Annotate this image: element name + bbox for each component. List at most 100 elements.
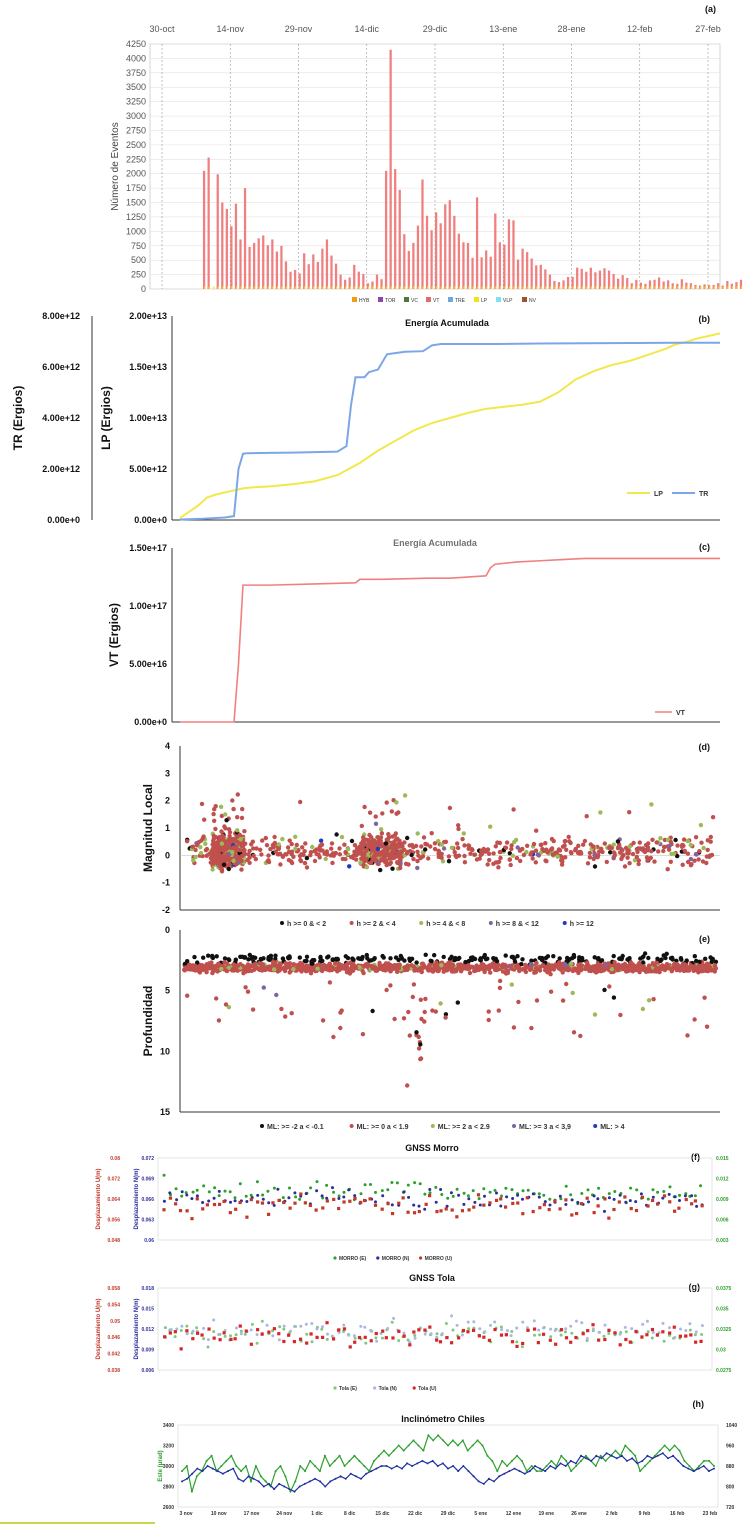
data-point [402, 793, 408, 798]
data-point [239, 815, 245, 821]
data-point [615, 839, 621, 844]
bar-vt [512, 220, 515, 289]
series-line-este [181, 1434, 715, 1494]
data-point [513, 964, 519, 969]
data-point [266, 1189, 270, 1193]
data-point-este [235, 1465, 238, 1467]
chart-title: Energía Acumulada [405, 318, 490, 328]
data-point-norte [600, 1457, 603, 1460]
data-point [692, 954, 697, 959]
data-point [374, 858, 379, 863]
data-point [342, 1190, 346, 1194]
bar-lp [418, 286, 420, 289]
data-point [519, 962, 524, 967]
data-point [611, 850, 617, 855]
data-point [444, 1207, 448, 1211]
u-tick-label: 0.042 [107, 1352, 120, 1358]
data-point [493, 1327, 497, 1332]
data-point [629, 967, 634, 973]
data-point [495, 1191, 498, 1195]
series-line-lp [179, 332, 721, 519]
data-point [678, 1193, 681, 1197]
data-point [620, 848, 625, 853]
data-point [423, 1332, 427, 1336]
data-point [640, 1335, 644, 1339]
data-point [390, 1211, 395, 1216]
data-point [469, 964, 475, 969]
data-point [282, 965, 287, 970]
bar-vt [216, 174, 219, 289]
data-point [486, 1017, 491, 1023]
data-point [433, 1009, 438, 1014]
data-point [304, 954, 310, 959]
data-point [529, 958, 534, 963]
data-point [627, 963, 633, 968]
data-point [384, 987, 389, 993]
data-point [650, 1336, 654, 1340]
data-point [260, 838, 265, 843]
data-point-norte [518, 1470, 521, 1473]
data-point [596, 1204, 600, 1208]
data-point [271, 1201, 275, 1205]
data-point [662, 1194, 667, 1198]
bar-lp [377, 286, 379, 289]
data-point [180, 1194, 184, 1198]
data-point [216, 1018, 222, 1023]
data-point [628, 1199, 632, 1203]
data-point [342, 1195, 346, 1199]
data-point [297, 967, 302, 972]
data-point [529, 1025, 534, 1031]
data-point [456, 964, 461, 969]
data-point [641, 1322, 645, 1326]
data-point [267, 1330, 271, 1334]
e-tick-label: 0.009 [716, 1197, 729, 1203]
data-point [481, 954, 487, 960]
x-tick-label: 26 ene [571, 1511, 587, 1517]
data-point [244, 965, 249, 970]
data-point [493, 1320, 497, 1324]
y-tick-label: 3250 [126, 97, 146, 107]
data-point [440, 1193, 444, 1196]
data-point [397, 1201, 401, 1205]
data-point-este [318, 1470, 321, 1473]
data-point [219, 841, 225, 846]
data-point-norte [620, 1454, 623, 1457]
data-point [635, 849, 640, 855]
data-point [493, 1188, 497, 1192]
data-point-norte [508, 1470, 511, 1473]
y-tick-label: 1.00e+17 [129, 601, 167, 611]
data-point [504, 1186, 508, 1190]
data-point [206, 1338, 210, 1342]
data-point [537, 1328, 541, 1332]
data-point [192, 963, 197, 968]
bar-lp [468, 286, 470, 289]
data-point [411, 856, 416, 862]
data-point [625, 855, 630, 860]
data-point [428, 1191, 432, 1195]
data-point [708, 834, 713, 840]
data-point [288, 1186, 291, 1190]
data-point [654, 969, 660, 974]
x-tick-label: 8 dic [344, 1511, 356, 1517]
data-point [247, 848, 252, 854]
data-point [693, 1194, 697, 1198]
data-point [350, 964, 355, 970]
data-point-este [289, 1490, 292, 1493]
data-point-este [417, 1444, 420, 1447]
data-point [390, 1181, 394, 1184]
data-point [549, 846, 555, 851]
panel-e: (e) 0 5 10 15 Profundidad ML: >= -2 a < -0.1 ML… [0, 925, 745, 1140]
data-point [685, 838, 690, 844]
data-point [525, 1196, 529, 1200]
data-point [432, 841, 438, 846]
data-point [607, 984, 612, 989]
data-point [392, 1316, 396, 1320]
data-point [699, 1184, 703, 1188]
data-point [478, 1203, 482, 1207]
x-tick-label: 22 dic [408, 1511, 422, 1517]
data-point [446, 859, 452, 864]
data-point [195, 960, 200, 965]
data-point [370, 1008, 375, 1014]
bar-vt [626, 278, 629, 289]
